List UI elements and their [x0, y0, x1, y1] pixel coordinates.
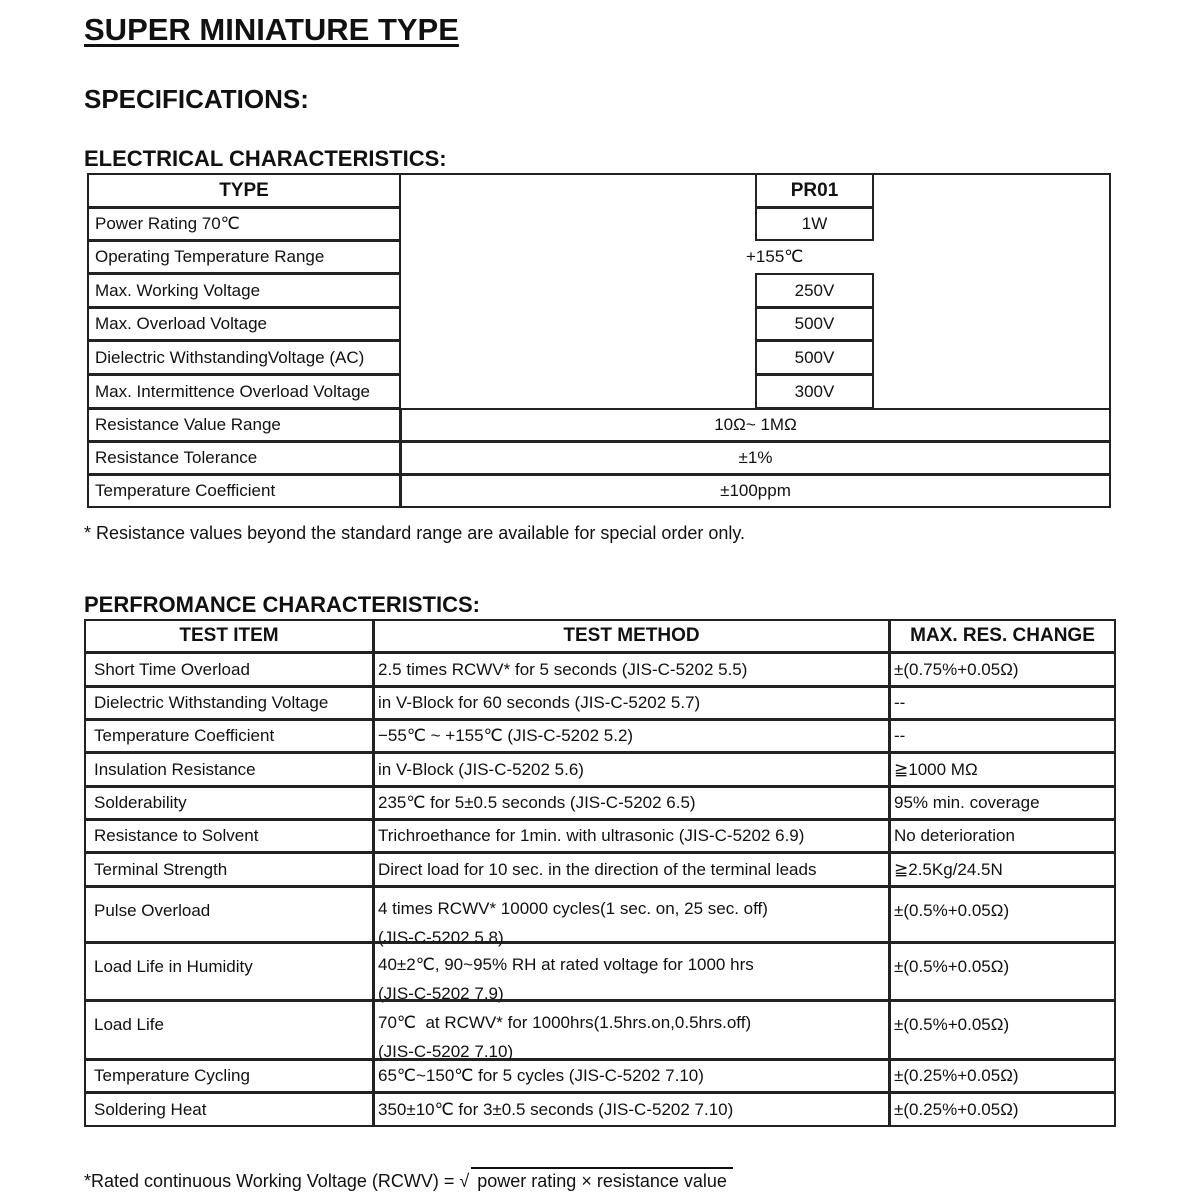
test-method: 65℃~150℃ for 5 cycles (JIS-C-5202 7.10): [373, 1059, 890, 1093]
electrical-row-value: +155℃: [746, 247, 804, 266]
test-item: Temperature Coefficient: [84, 719, 374, 753]
electrical-row-label: Max. Overload Voltage: [87, 307, 401, 341]
electrical-row-value: 10Ω~ 1MΩ: [400, 408, 1111, 442]
max-res-change: ≧2.5Kg/24.5N: [889, 852, 1116, 887]
max-res-change: ±(0.25%+0.05Ω): [889, 1092, 1116, 1127]
electrical-row-value: 1W: [755, 207, 874, 241]
max-res-change: ±(0.5%+0.05Ω): [889, 942, 1116, 1001]
max-res-change: ±(0.5%+0.05Ω): [889, 1000, 1116, 1060]
electrical-row-label: Max. Working Voltage: [87, 273, 401, 308]
test-method: 2.5 times RCWV* for 5 seconds (JIS-C-520…: [373, 652, 890, 687]
column-header: MAX. RES. CHANGE: [889, 619, 1116, 653]
sqrt-icon: √: [459, 1171, 470, 1191]
test-method: in V-Block for 60 seconds (JIS-C-5202 5.…: [373, 686, 890, 720]
test-method: 350±10℃ for 3±0.5 seconds (JIS-C-5202 7.…: [373, 1092, 890, 1127]
max-res-change: --: [889, 719, 1116, 753]
electrical-row-label: Operating Temperature Range: [87, 240, 401, 274]
pr01-header: PR01: [755, 173, 874, 208]
electrical-row-label: Power Rating 70℃: [87, 207, 401, 241]
test-item: Short Time Overload: [84, 652, 374, 687]
rcwv-radicand: power rating × resistance value: [471, 1167, 733, 1192]
column-header: TEST METHOD: [373, 619, 890, 653]
electrical-row-label: Max. Intermittence Overload Voltage: [87, 374, 401, 409]
max-res-change: ±(0.5%+0.05Ω): [889, 886, 1116, 943]
electrical-note: * Resistance values beyond the standard …: [84, 523, 746, 543]
test-method: 4 times RCWV* 10000 cycles(1 sec. on, 25…: [373, 886, 890, 947]
electrical-row-label: Temperature Coefficient: [87, 474, 401, 508]
test-item: Resistance to Solvent: [84, 819, 374, 853]
test-item: Terminal Strength: [84, 852, 374, 887]
test-item: Dielectric Withstanding Voltage: [84, 686, 374, 720]
electrical-row-label: Resistance Value Range: [87, 408, 401, 442]
electrical-row-value: 500V: [755, 340, 874, 375]
electrical-row-value: ±100ppm: [400, 474, 1111, 508]
test-method: 40±2℃, 90~95% RH at rated voltage for 10…: [373, 942, 890, 1003]
test-item: Load Life: [84, 1000, 374, 1060]
max-res-change: ≧1000 MΩ: [889, 752, 1116, 787]
electrical-row-value: ±1%: [400, 441, 1111, 475]
test-item: Pulse Overload: [84, 886, 374, 943]
test-method: in V-Block (JIS-C-5202 5.6): [373, 752, 890, 787]
max-res-change: 95% min. coverage: [889, 786, 1116, 820]
test-item: Soldering Heat: [84, 1092, 374, 1127]
performance-heading: PERFROMANCE CHARACTERISTICS:: [84, 592, 480, 617]
test-method: Direct load for 10 sec. in the direction…: [373, 852, 890, 887]
max-res-change: --: [889, 686, 1116, 720]
rcwv-footnote: *Rated continuous Working Voltage (RCWV)…: [84, 1167, 733, 1192]
test-item: Load Life in Humidity: [84, 942, 374, 1001]
electrical-heading: ELECTRICAL CHARACTERISTICS:: [84, 146, 447, 171]
electrical-row-value: 300V: [755, 374, 874, 409]
page-title: SUPER MINIATURE TYPE: [84, 12, 459, 47]
electrical-row-label: Resistance Tolerance: [87, 441, 401, 475]
max-res-change: ±(0.25%+0.05Ω): [889, 1059, 1116, 1093]
max-res-change: No deterioration: [889, 819, 1116, 853]
electrical-row-value: 250V: [755, 273, 874, 308]
test-item: Solderability: [84, 786, 374, 820]
test-item: Insulation Resistance: [84, 752, 374, 787]
electrical-row-label: Dielectric WithstandingVoltage (AC): [87, 340, 401, 375]
rcwv-lhs: *Rated continuous Working Voltage (RCWV)…: [84, 1171, 455, 1191]
type-header: TYPE: [87, 173, 401, 208]
test-method: Trichroethance for 1min. with ultrasonic…: [373, 819, 890, 853]
test-method: 70℃ at RCWV* for 1000hrs(1.5hrs.on,0.5hr…: [373, 1000, 890, 1061]
test-method: 235℃ for 5±0.5 seconds (JIS-C-5202 6.5): [373, 786, 890, 820]
electrical-row-value: 500V: [755, 307, 874, 341]
max-res-change: ±(0.75%+0.05Ω): [889, 652, 1116, 687]
column-header: TEST ITEM: [84, 619, 374, 653]
test-item: Temperature Cycling: [84, 1059, 374, 1093]
test-method: −55℃ ~ +155℃ (JIS-C-5202 5.2): [373, 719, 890, 753]
specifications-heading: SPECIFICATIONS:: [84, 84, 309, 114]
